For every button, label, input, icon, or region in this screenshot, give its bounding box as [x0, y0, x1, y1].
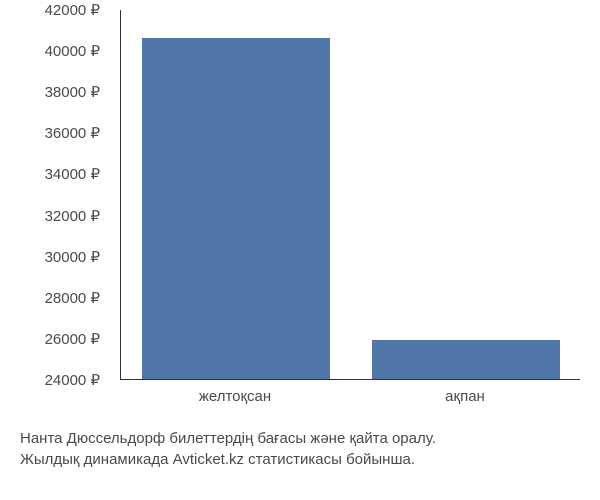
y-tick-label: 24000 ₽ — [45, 371, 100, 389]
y-axis: 24000 ₽26000 ₽28000 ₽30000 ₽32000 ₽34000… — [20, 10, 110, 380]
y-tick-label: 42000 ₽ — [45, 1, 100, 19]
plot-area — [120, 10, 580, 380]
y-tick-label: 34000 ₽ — [45, 165, 100, 183]
caption-line-1: Нанта Дюссельдорф билеттердің бағасы жән… — [20, 428, 580, 449]
chart-caption: Нанта Дюссельдорф билеттердің бағасы жән… — [20, 428, 580, 470]
y-tick-label: 28000 ₽ — [45, 289, 100, 307]
y-tick-label: 26000 ₽ — [45, 330, 100, 348]
y-tick-label: 32000 ₽ — [45, 207, 100, 225]
x-axis-labels: желтоқсан ақпан — [120, 388, 580, 418]
x-tick-label: ақпан — [445, 388, 485, 405]
bar — [372, 340, 561, 379]
chart-container: 24000 ₽ 26000 ₽ 28000 ₽ 30000 ₽ 32000 ₽ 34000… — [20, 10, 580, 430]
y-tick-label: 30000 ₽ — [45, 248, 100, 266]
caption-line-2: Жылдық динамикада Avticket.kz статистика… — [20, 449, 580, 470]
x-tick-label: желтоқсан — [199, 388, 271, 405]
y-tick-label: 40000 ₽ — [45, 42, 100, 60]
y-tick-label: 38000 ₽ — [45, 83, 100, 101]
y-tick-label: 36000 ₽ — [45, 124, 100, 142]
bar — [142, 38, 331, 379]
